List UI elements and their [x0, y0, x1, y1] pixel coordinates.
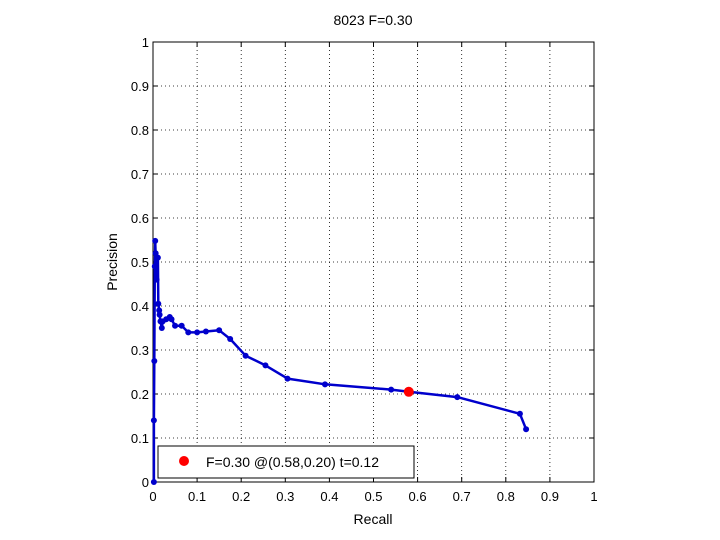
pr-point [152, 237, 159, 244]
pr-point [156, 311, 163, 318]
y-tick-label: 0.5 [131, 255, 149, 270]
pr-point [178, 322, 185, 329]
pr-point [185, 329, 192, 336]
x-tick-label: 1 [590, 489, 597, 504]
y-tick-label: 0.6 [131, 211, 149, 226]
x-tick-label: 0.8 [497, 489, 515, 504]
pr-point [153, 276, 160, 283]
y-tick-label: 0.2 [131, 387, 149, 402]
legend: F=0.30 @(0.58,0.20) t=0.12 [157, 445, 415, 479]
series-group [150, 237, 530, 485]
x-axis-label: Recall [354, 511, 393, 527]
pr-point [321, 381, 328, 388]
pr-point [168, 316, 175, 323]
y-axis-label: Precision [104, 233, 120, 291]
y-tick-label: 0.9 [131, 79, 149, 94]
x-tick-label: 0 [149, 489, 156, 504]
pr-point [216, 327, 223, 334]
x-tick-label: 0.3 [276, 489, 294, 504]
legend-box [157, 445, 415, 479]
pr-point [388, 386, 395, 393]
pr-point [454, 394, 461, 401]
pr-point [172, 322, 179, 329]
pr-point [154, 254, 161, 261]
x-tick-label: 0.4 [320, 489, 338, 504]
x-tick-label: 0.9 [541, 489, 559, 504]
pr-point [150, 479, 157, 485]
legend-label: F=0.30 @(0.58,0.20) t=0.12 [206, 454, 379, 470]
y-tick-label: 1 [142, 35, 149, 50]
chart-title: 8023 F=0.30 [333, 12, 412, 28]
grid [153, 42, 594, 482]
x-tick-label: 0.2 [232, 489, 250, 504]
pr-point [227, 336, 234, 342]
y-tick-label: 0.1 [131, 431, 149, 446]
pr-point [158, 325, 165, 331]
y-tick-label: 0 [142, 475, 149, 490]
pr-point [284, 375, 291, 382]
y-tick-label: 0.4 [131, 299, 149, 314]
pr-point [194, 329, 201, 336]
tick-labels: 0 0.1 0.2 0.3 0.4 0.5 0.6 0.7 0.8 0.9 1 0 0.1 0.2 0.3 0… [131, 35, 598, 504]
x-tick-label: 0.6 [409, 489, 427, 504]
pr-point [150, 417, 157, 424]
pr-point [156, 307, 163, 314]
pr-point [262, 362, 269, 369]
pr-point [151, 263, 158, 270]
y-tick-label: 0.8 [131, 123, 149, 138]
pr-point [516, 410, 523, 417]
x-tick-label: 0.5 [364, 489, 382, 504]
x-tick-label: 0.1 [188, 489, 206, 504]
x-tick-label: 0.7 [453, 489, 471, 504]
best-f-marker [403, 386, 414, 397]
legend-marker [179, 456, 189, 466]
pr-point [202, 328, 209, 335]
pr-point [155, 300, 162, 307]
pr-point [242, 352, 249, 359]
y-tick-label: 0.3 [131, 343, 149, 358]
y-tick-label: 0.7 [131, 167, 149, 182]
pr-point [151, 358, 158, 364]
pr-point [523, 426, 530, 433]
